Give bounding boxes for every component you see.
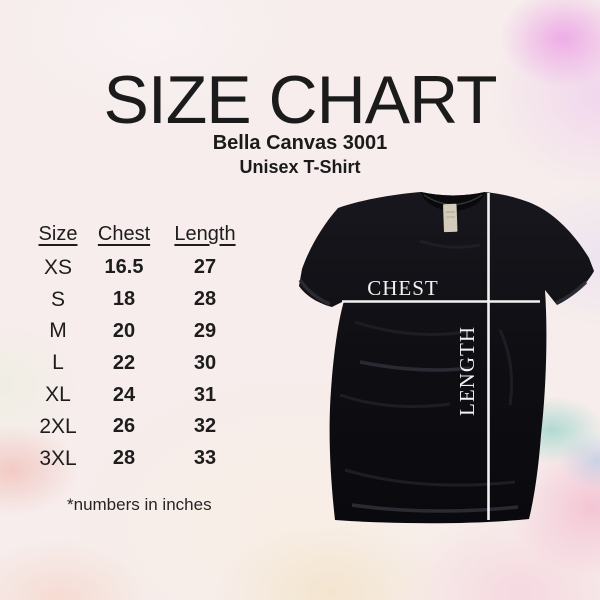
length-label: LENGTH [455, 326, 479, 416]
cell-size: L [52, 351, 64, 375]
header-size: Size [38, 222, 78, 245]
cell-size: 3XL [39, 446, 77, 470]
table-row: XL 24 31 [30, 379, 244, 411]
cell-size: XL [45, 383, 71, 407]
cell-length: 33 [193, 447, 217, 470]
table-row: S 18 28 [30, 284, 244, 316]
cell-length: 30 [193, 351, 217, 374]
fabric-wrinkles [339, 239, 516, 487]
neck-tag [443, 203, 458, 233]
header-chest: Chest [97, 222, 151, 245]
cell-length: 29 [193, 319, 217, 342]
cell-chest: 26 [112, 415, 136, 438]
cell-size: S [50, 287, 65, 311]
chest-label: CHEST [367, 276, 439, 300]
fabric-highlights [298, 278, 588, 513]
collar [421, 192, 485, 212]
cell-chest: 28 [112, 447, 136, 470]
cell-length: 27 [193, 256, 217, 279]
size-table: Size Chest Length XS 16.5 27 S 18 28 M 2… [30, 218, 244, 475]
cell-length: 31 [193, 383, 217, 406]
cell-length: 28 [193, 288, 217, 311]
table-row: 2XL 26 32 [30, 411, 244, 443]
cell-chest: 18 [112, 288, 136, 311]
units-footnote: *numbers in inches [67, 495, 212, 514]
table-row: XS 16.5 27 [30, 252, 244, 284]
size-table-header: Size Chest Length [30, 218, 244, 250]
cell-size: XS [43, 255, 72, 279]
cell-chest: 24 [112, 383, 136, 406]
page-title: SIZE CHART [103, 62, 497, 138]
subtitle-product: Bella Canvas 3001 [212, 132, 388, 154]
cell-size: 2XL [39, 414, 77, 438]
header-length: Length [174, 222, 236, 245]
cell-chest: 22 [112, 351, 136, 374]
cell-size: M [49, 319, 67, 343]
cell-chest: 20 [112, 319, 136, 342]
table-row: M 20 29 [30, 316, 244, 348]
table-row: L 22 30 [30, 347, 244, 379]
table-row: 3XL 28 33 [30, 443, 244, 475]
subtitle-shirt-type: Unisex T-Shirt [239, 157, 361, 177]
tshirt-image: CHEST LENGTH [298, 192, 594, 524]
cell-length: 32 [193, 415, 217, 438]
cell-chest: 16.5 [104, 256, 144, 279]
tshirt-body [299, 192, 594, 524]
